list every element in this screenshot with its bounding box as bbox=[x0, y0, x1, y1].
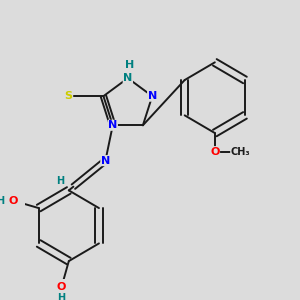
Text: H: H bbox=[57, 293, 65, 300]
Text: N: N bbox=[148, 91, 157, 101]
Text: N: N bbox=[108, 120, 117, 130]
Text: O: O bbox=[210, 147, 220, 157]
Text: H: H bbox=[0, 196, 4, 206]
Text: N: N bbox=[123, 73, 133, 83]
Text: O: O bbox=[8, 196, 18, 206]
Text: H: H bbox=[125, 60, 134, 70]
Text: CH₃: CH₃ bbox=[231, 147, 250, 157]
Text: N: N bbox=[101, 156, 110, 166]
Text: H: H bbox=[56, 176, 64, 186]
Text: S: S bbox=[65, 91, 73, 101]
Text: O: O bbox=[57, 282, 66, 292]
